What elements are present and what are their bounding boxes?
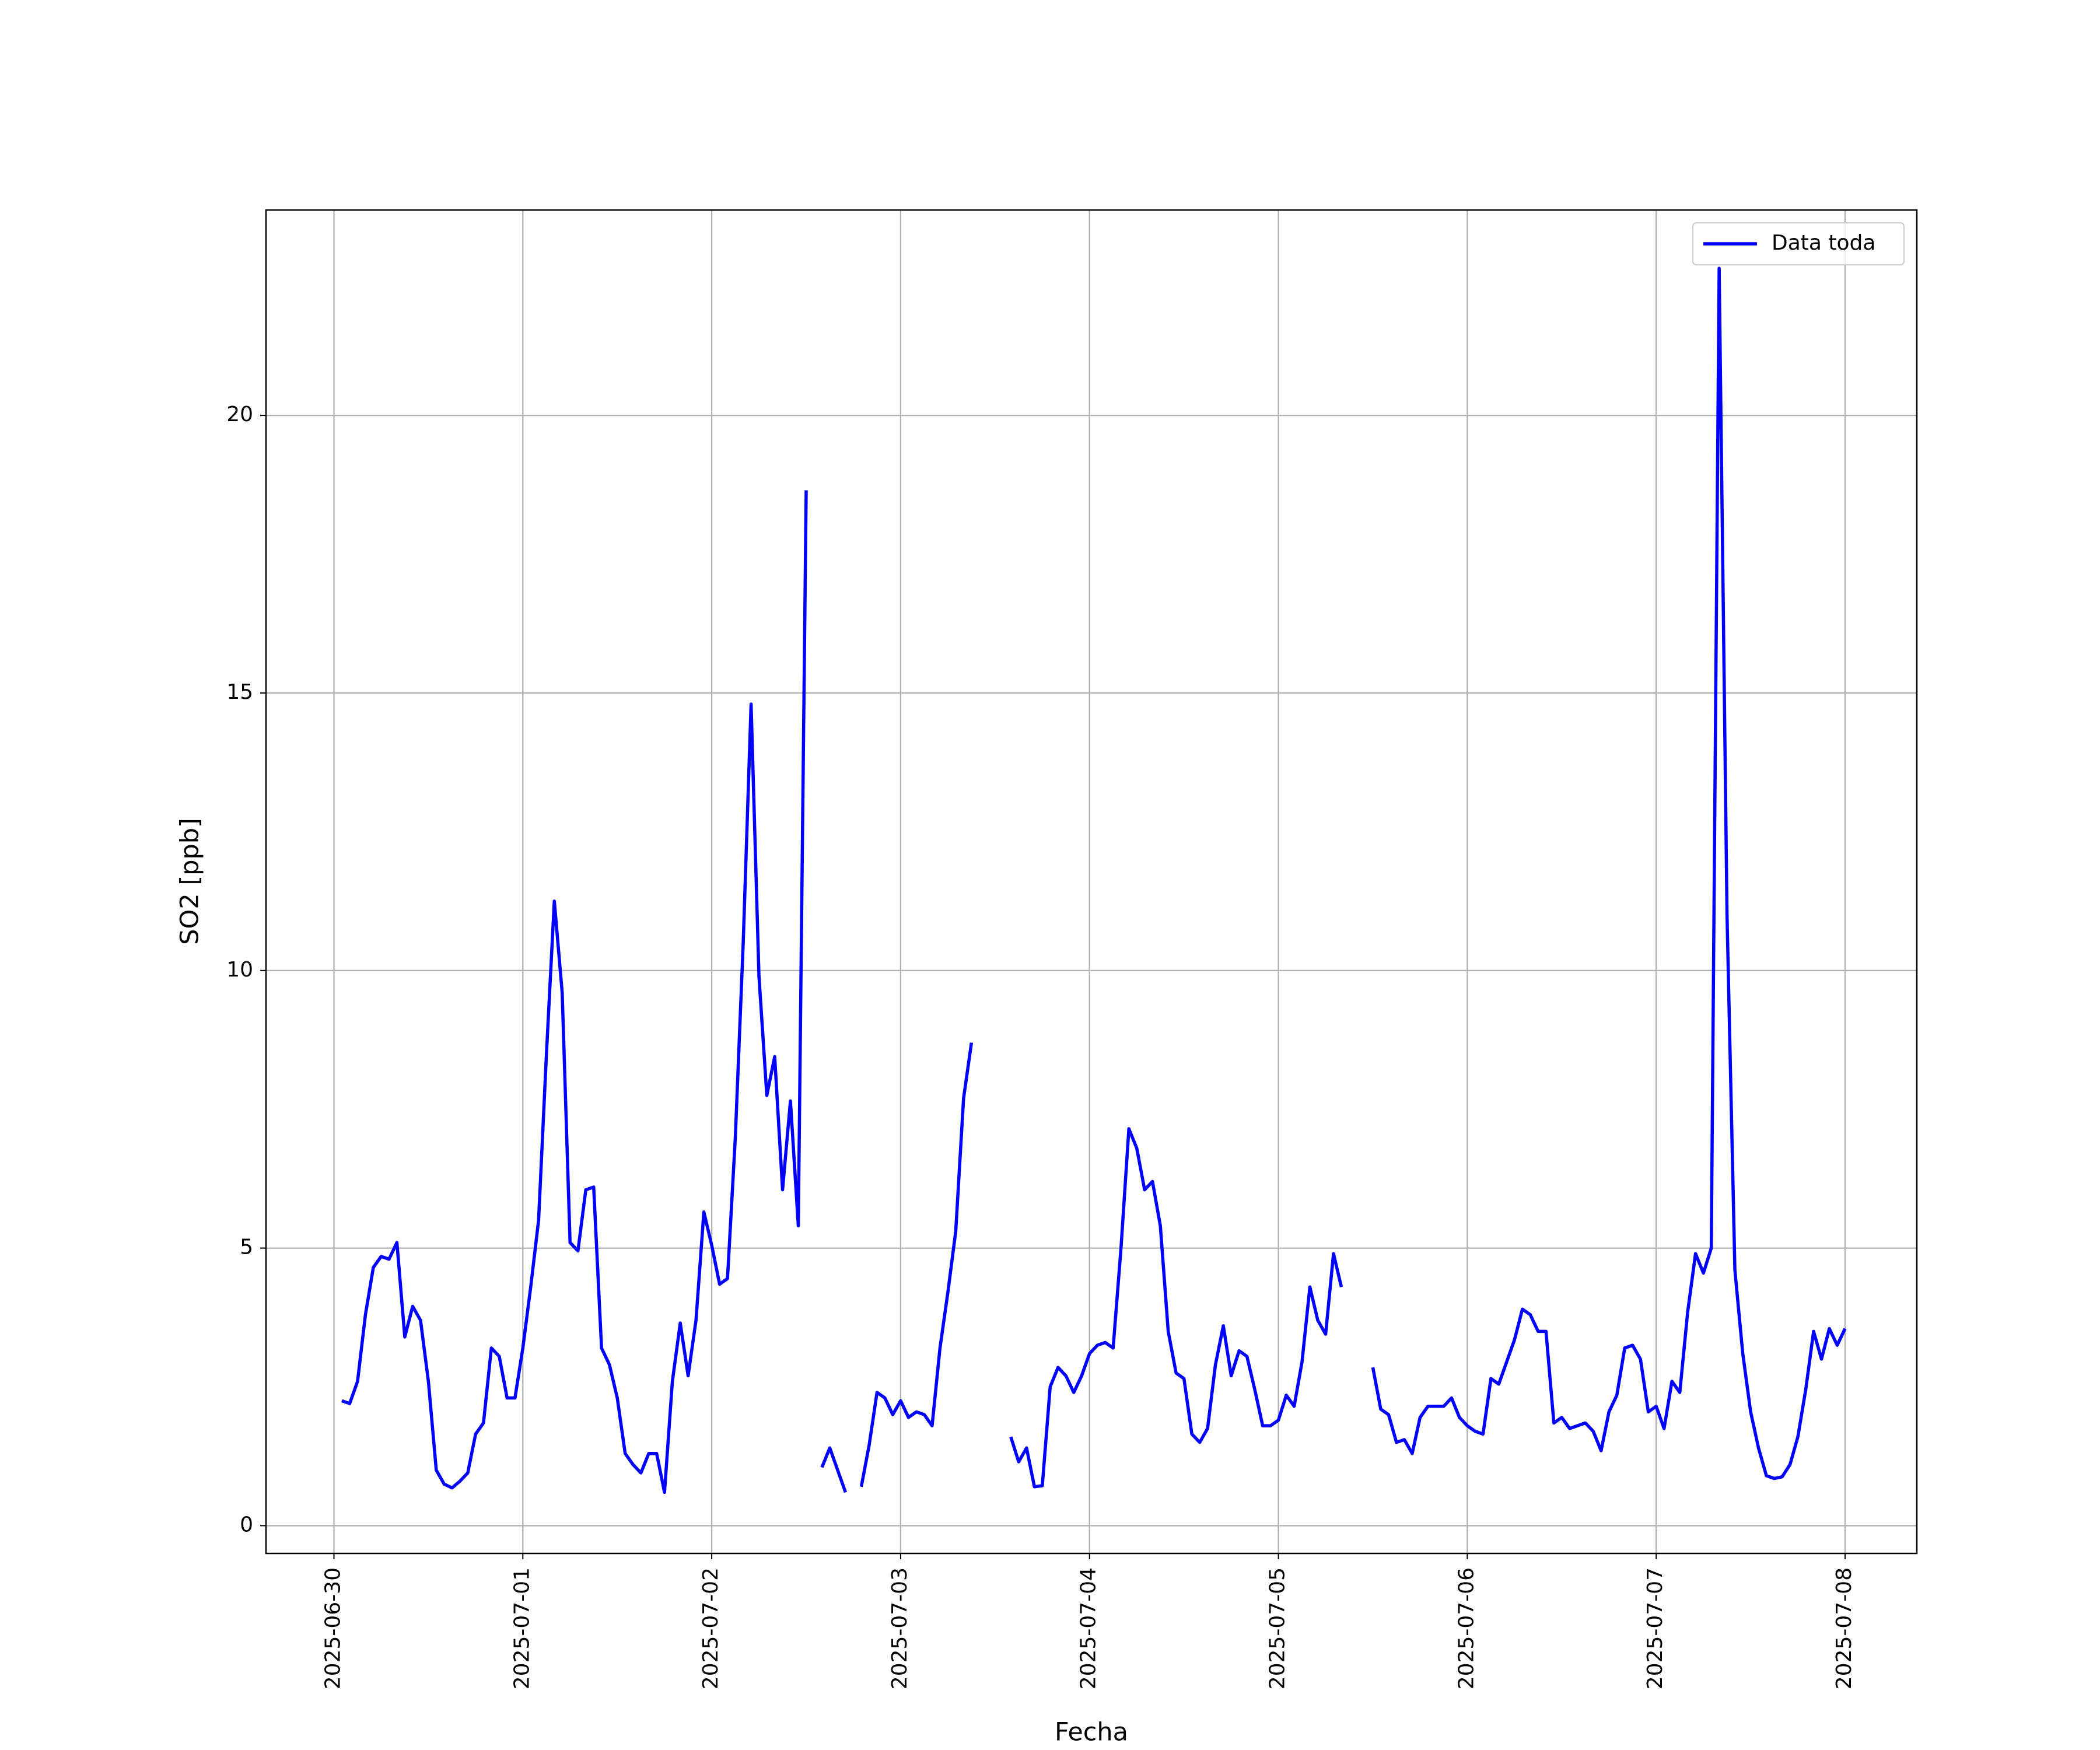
plot-frame [265, 209, 1918, 1555]
x-tick-label: 2025-07-08 [1832, 1567, 1856, 1689]
y-tick-label: 10 [226, 958, 253, 982]
x-tick-label: 2025-07-04 [1077, 1567, 1101, 1689]
y-tick-label: 0 [240, 1513, 253, 1536]
x-tick-label: 2025-07-02 [699, 1567, 723, 1689]
x-tick-label: 2025-06-30 [321, 1567, 345, 1689]
legend-label: Data toda [1772, 231, 1875, 255]
x-tick-label: 2025-07-03 [888, 1567, 912, 1689]
y-tick-label: 15 [226, 680, 253, 704]
data-line [341, 267, 1847, 1494]
x-tick-label: 2025-07-05 [1266, 1567, 1290, 1689]
x-tick-label: 2025-07-07 [1643, 1567, 1667, 1689]
y-tick-label: 5 [240, 1236, 253, 1259]
x-tick-label: 2025-07-06 [1454, 1567, 1478, 1689]
y-axis-label: SO2 [ppb] [176, 818, 205, 945]
y-tick-label: 20 [226, 402, 253, 426]
x-axis-label: Fecha [1055, 1718, 1128, 1747]
legend-box [1692, 222, 1905, 265]
x-tick-label: 2025-07-01 [510, 1567, 534, 1689]
